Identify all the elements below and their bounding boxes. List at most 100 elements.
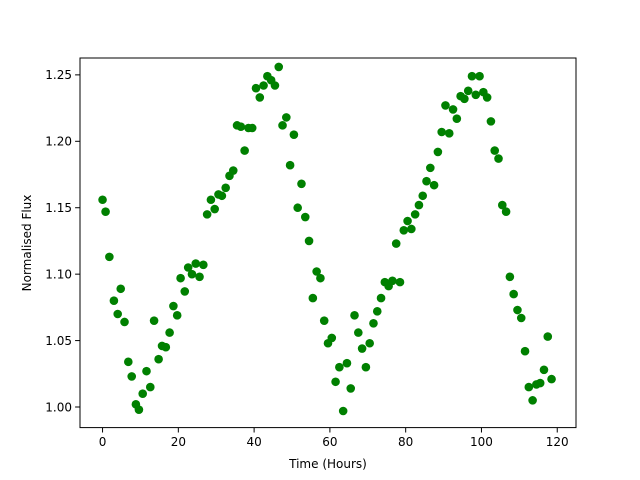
data-point (547, 374, 556, 384)
data-point (293, 203, 302, 213)
data-point (282, 113, 291, 122)
data-point (154, 354, 163, 364)
data-point (199, 260, 208, 270)
x-tick-label: 120 (546, 435, 569, 449)
data-point (149, 316, 159, 325)
data-point (391, 239, 401, 248)
data-point (422, 176, 431, 186)
data-point (236, 122, 246, 131)
data-point (312, 267, 321, 276)
y-tick-label: 1.05 (45, 334, 72, 348)
data-point (105, 252, 114, 262)
data-point (187, 269, 197, 279)
data-point (183, 263, 193, 272)
data-point (331, 377, 340, 387)
data-point (319, 316, 329, 325)
data-point (361, 362, 371, 372)
data-point (308, 293, 318, 303)
data-point (127, 372, 137, 381)
data-point (516, 313, 526, 323)
data-point (354, 328, 363, 337)
data-point (335, 362, 344, 372)
data-point (482, 93, 492, 102)
data-point (426, 163, 435, 173)
data-point (338, 406, 348, 416)
data-point (116, 284, 126, 294)
data-point (255, 93, 265, 102)
data-point (441, 101, 450, 110)
data-point (528, 396, 537, 405)
data-point (278, 121, 287, 130)
data-point (444, 129, 454, 138)
data-point (494, 154, 503, 163)
data-point (429, 180, 439, 190)
data-point (191, 259, 201, 268)
data-point (513, 305, 522, 315)
data-point (410, 210, 420, 219)
data-point (120, 317, 129, 327)
data-point (259, 81, 268, 90)
data-point (169, 301, 178, 311)
data-point (285, 160, 295, 170)
data-point (471, 90, 481, 100)
data-point (206, 195, 216, 205)
data-point (535, 378, 545, 388)
data-point (300, 212, 310, 222)
data-point (210, 204, 219, 214)
y-axis-ticks: 1.00 1.05 1.10 1.15 1.20 1.25 (45, 68, 80, 414)
data-point (101, 207, 110, 217)
data-point (486, 117, 496, 126)
data-point (509, 289, 518, 299)
data-point (543, 332, 553, 341)
data-point (501, 207, 511, 217)
x-tick-label: 60 (322, 435, 337, 449)
x-axis-ticks: 0 20 40 60 80 100 120 (99, 427, 569, 449)
y-tick-label: 1.15 (45, 201, 72, 215)
data-points (98, 62, 556, 416)
data-point (357, 344, 367, 353)
data-point (463, 86, 473, 96)
data-point (304, 236, 314, 246)
data-point (372, 307, 382, 316)
x-axis-title: Time (Hours) (288, 457, 367, 471)
data-point (369, 319, 378, 328)
data-point (124, 357, 133, 367)
data-point (172, 311, 182, 320)
data-point (407, 224, 416, 234)
data-point (98, 195, 107, 205)
data-point (240, 146, 249, 155)
x-tick-label: 20 (171, 435, 186, 449)
data-point (297, 179, 306, 189)
data-point (448, 105, 458, 114)
data-point (520, 346, 530, 356)
data-point (109, 296, 119, 306)
data-point (350, 311, 359, 320)
data-point (460, 94, 469, 104)
data-point (161, 342, 171, 352)
data-point (490, 146, 500, 155)
y-tick-label: 1.25 (45, 68, 72, 82)
data-point (289, 130, 299, 139)
data-point (399, 226, 409, 235)
data-point (176, 273, 185, 283)
data-point (524, 382, 534, 392)
data-point (433, 147, 443, 157)
data-point (388, 276, 397, 286)
data-point (437, 127, 446, 137)
data-point (467, 71, 477, 81)
data-point (365, 338, 374, 348)
data-point (195, 272, 204, 282)
x-tick-label: 0 (99, 435, 107, 449)
plot-frame (79, 57, 577, 429)
x-tick-label: 80 (398, 435, 413, 449)
data-point (221, 183, 230, 193)
data-point (180, 287, 190, 296)
data-point (498, 200, 507, 210)
data-point (327, 333, 337, 343)
data-point (145, 382, 155, 392)
data-point (228, 166, 238, 175)
data-point (376, 293, 386, 303)
y-tick-label: 1.00 (45, 400, 72, 414)
data-point (247, 123, 257, 133)
